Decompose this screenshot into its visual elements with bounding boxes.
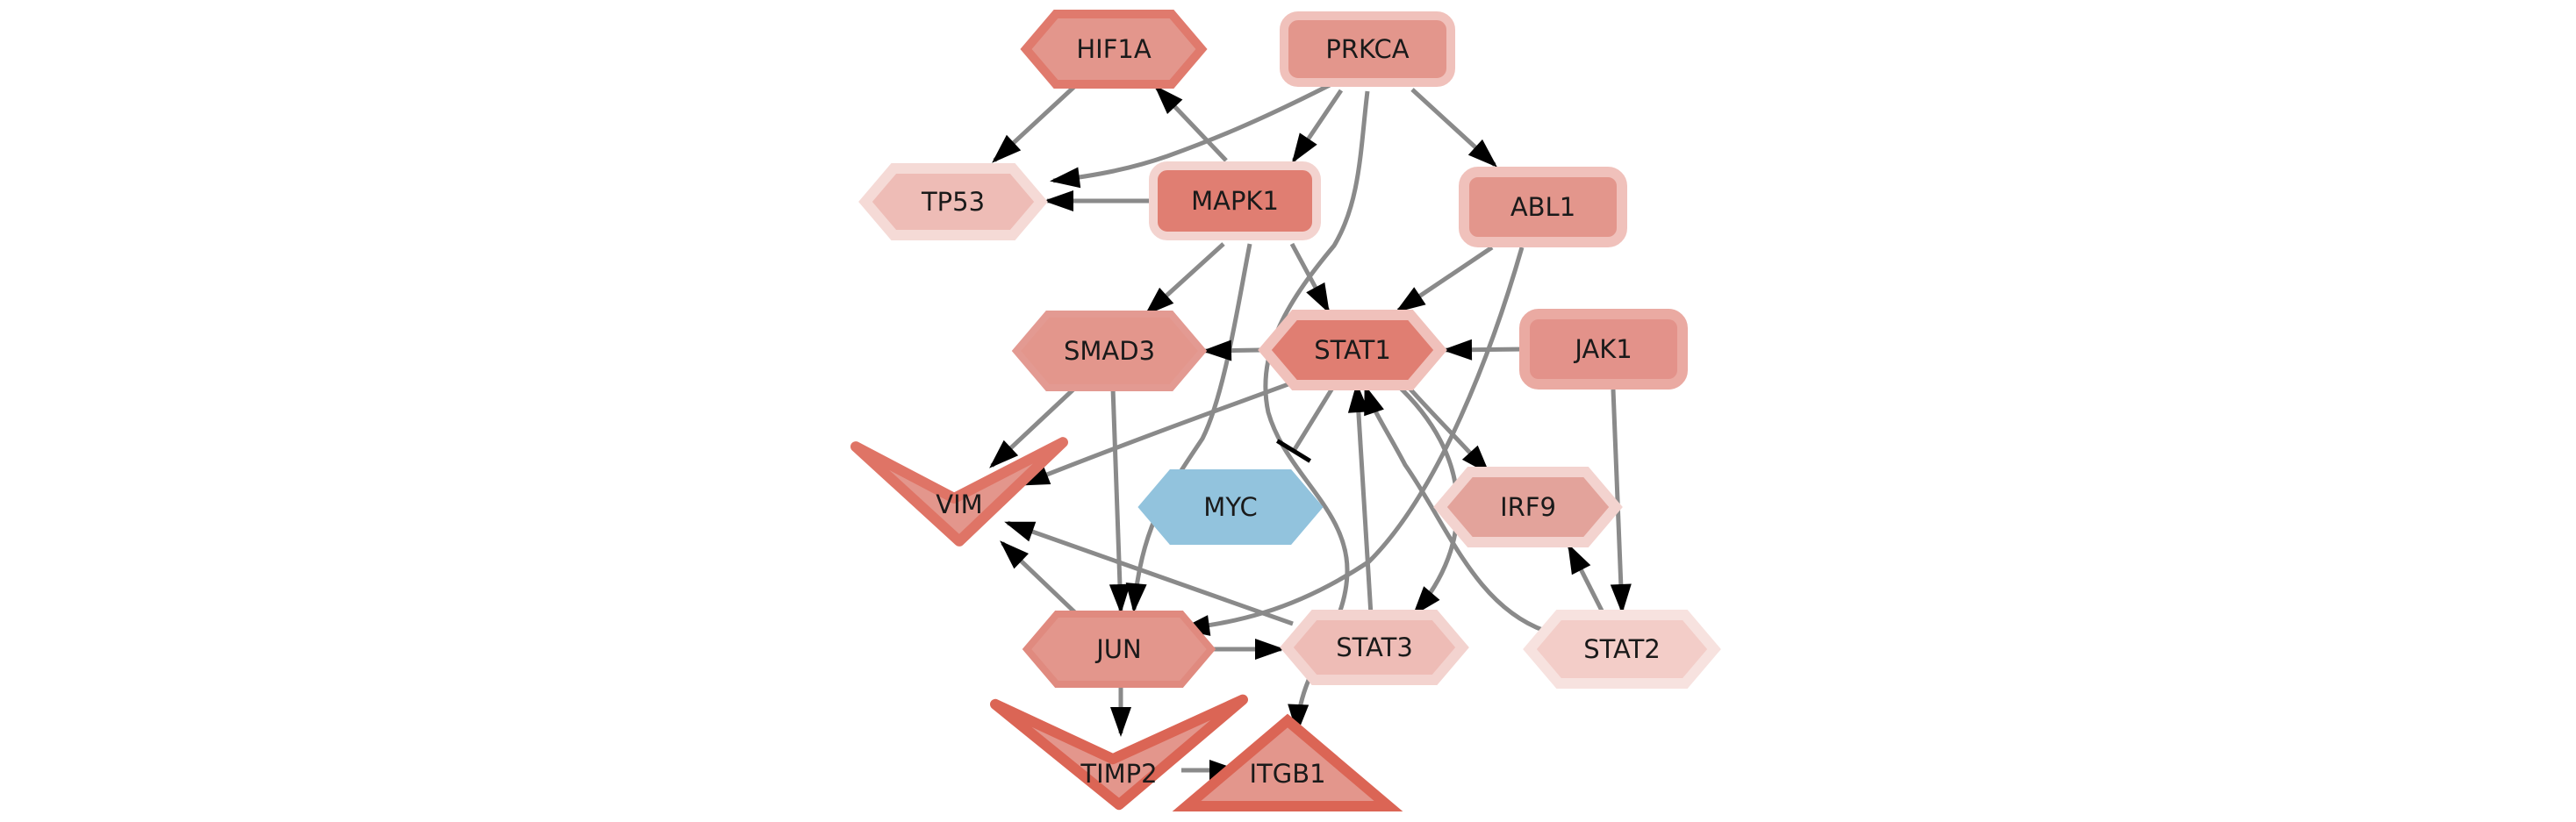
arrowhead-jak1-to-stat2	[1610, 583, 1632, 614]
node-shape-mapk1	[1149, 161, 1321, 240]
node-shape-timp2	[990, 694, 1248, 811]
arrowhead-mapk1-to-tp53	[1044, 190, 1073, 211]
node-shape-stat1	[1258, 310, 1447, 390]
node-shape-stat2	[1523, 610, 1721, 689]
arrowhead-jun-to-timp2	[1110, 707, 1131, 737]
arrowhead-prkca-to-itgb1	[1288, 704, 1310, 734]
node-shape-jak1	[1519, 309, 1688, 390]
arrowhead-abl1-to-stat1	[1395, 287, 1426, 313]
arrowhead-mapk1-to-smad3	[1144, 287, 1174, 316]
arrowhead-stat2-to-irf9	[1568, 543, 1591, 575]
node-prkca[interactable]: PRKCA	[1280, 11, 1455, 87]
node-shape-myc	[1137, 469, 1324, 545]
node-label-smad3: SMAD3	[1064, 336, 1155, 366]
arrowhead-hif1a-to-tp53	[992, 134, 1022, 163]
arrowhead-stat1-to-stat3	[1412, 586, 1440, 617]
arrowhead-mapk1-to-stat1	[1306, 282, 1330, 314]
node-jak1[interactable]: JAK1	[1519, 309, 1688, 390]
node-label-vim: VIM	[936, 490, 982, 519]
node-shape-abl1	[1459, 167, 1627, 247]
arrowhead-jak1-to-stat1	[1442, 339, 1473, 361]
edge-prkca-to-tp53	[1052, 82, 1331, 183]
arrowhead-stat3-to-stat1	[1347, 382, 1369, 413]
node-shape-jun	[1022, 611, 1216, 688]
node-mapk1[interactable]: MAPK1	[1149, 161, 1321, 240]
node-abl1[interactable]: ABL1	[1459, 167, 1627, 247]
node-shape-vim	[850, 437, 1068, 547]
arrowhead-jun-to-stat3	[1255, 639, 1285, 660]
node-shape-hif1a	[1020, 10, 1208, 89]
node-shape-prkca	[1280, 11, 1455, 87]
node-hif1a[interactable]: HIF1A	[1020, 10, 1208, 89]
node-label-jun: JUN	[1094, 634, 1141, 664]
arrowhead-jun-to-vim	[1000, 540, 1029, 569]
node-shape-tp53	[858, 163, 1048, 240]
edge-stat2-to-stat1	[1363, 387, 1546, 633]
edge-abl1-to-jun	[1182, 247, 1525, 632]
node-label-jak1: JAK1	[1573, 334, 1632, 364]
arrowhead-stat2-to-stat1	[1364, 384, 1384, 417]
node-label-stat2: STAT2	[1583, 634, 1661, 664]
arrowhead-smad3-to-jun	[1109, 583, 1130, 614]
inhibition-bar-stat1-to-myc	[1275, 439, 1312, 463]
node-label-hif1a: HIF1A	[1076, 34, 1151, 64]
arrowhead-prkca-to-mapk1	[1291, 132, 1317, 164]
edge-smad3-to-jun	[1110, 387, 1123, 611]
node-tp53[interactable]: TP53	[858, 163, 1048, 240]
arrowhead-mapk1-to-jun	[1125, 583, 1147, 613]
node-shape-stat3	[1280, 610, 1469, 685]
edges-layer	[989, 82, 1632, 781]
node-label-stat1: STAT1	[1314, 335, 1391, 365]
arrowhead-smad3-to-vim	[989, 440, 1019, 468]
node-stat3[interactable]: STAT3	[1280, 610, 1469, 685]
node-smad3[interactable]: SMAD3	[1011, 311, 1208, 391]
node-stat2[interactable]: STAT2	[1523, 610, 1721, 689]
arrowhead-stat3-to-vim	[1004, 521, 1037, 542]
node-myc[interactable]: MYC	[1137, 469, 1324, 545]
node-label-prkca: PRKCA	[1325, 34, 1409, 64]
node-label-myc: MYC	[1203, 492, 1257, 522]
node-shape-irf9	[1433, 467, 1623, 547]
node-label-irf9: IRF9	[1500, 492, 1556, 522]
node-irf9[interactable]: IRF9	[1433, 467, 1623, 547]
node-stat1[interactable]: STAT1	[1258, 310, 1447, 390]
arrowhead-mapk1-to-hif1a	[1154, 85, 1183, 114]
edge-jak1-to-stat2	[1611, 389, 1625, 611]
arrowhead-prkca-to-tp53	[1050, 167, 1081, 189]
node-label-itgb1: ITGB1	[1249, 759, 1325, 789]
node-label-mapk1: MAPK1	[1191, 186, 1279, 216]
edge-stat1-to-vim	[1022, 375, 1306, 487]
edge-stat3-to-vim	[1007, 520, 1294, 626]
node-label-tp53: TP53	[921, 187, 985, 217]
edge-stat3-to-stat1	[1354, 385, 1374, 616]
node-label-abl1: ABL1	[1510, 192, 1575, 222]
nodes-layer: PRKCA HIF1A TP53 MAPK1 ABL1 JAK1 SMAD3 STAT1 VIM…	[850, 10, 1721, 811]
edge-mapk1-to-jun	[1131, 243, 1252, 611]
node-label-timp2: TIMP2	[1080, 759, 1157, 789]
node-itgb1[interactable]: ITGB1	[1172, 713, 1403, 811]
node-label-stat3: STAT3	[1336, 633, 1413, 662]
node-shape-itgb1	[1172, 713, 1403, 811]
edge-stat1-to-myc	[1291, 385, 1336, 453]
node-vim[interactable]: VIM	[850, 437, 1068, 547]
node-timp2[interactable]: TIMP2	[990, 694, 1248, 811]
node-jun[interactable]: JUN	[1022, 611, 1216, 688]
arrowhead-stat1-to-smad3	[1202, 340, 1232, 361]
node-shape-smad3	[1011, 311, 1208, 391]
arrowhead-prkca-to-abl1	[1467, 139, 1497, 168]
